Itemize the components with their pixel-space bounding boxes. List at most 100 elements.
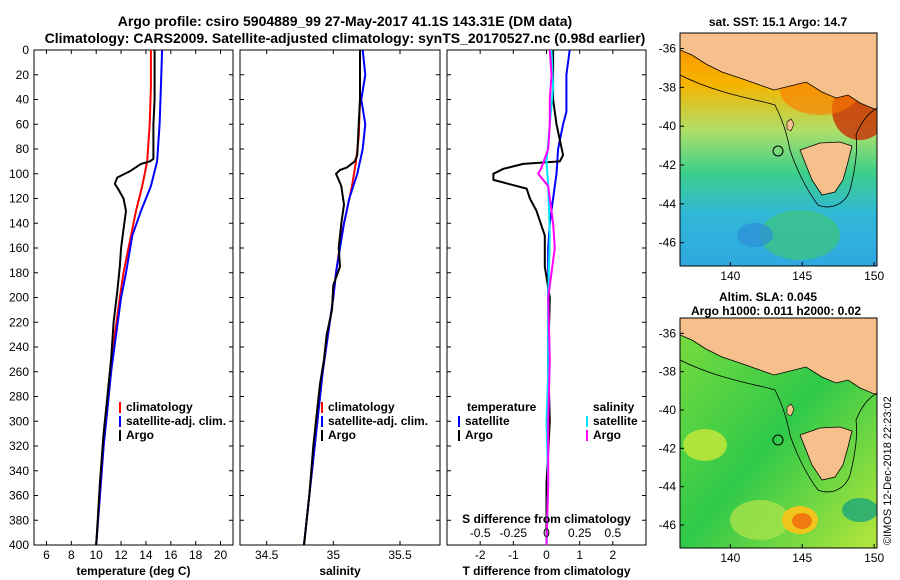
x-tick-label: 16: [164, 548, 178, 562]
depth-tick-label: 280: [9, 390, 29, 404]
x-top-axis-label: S difference from climatology: [462, 512, 631, 526]
series-line-s-argo: [537, 49, 556, 546]
tasmania: [799, 426, 853, 481]
map-y-tick-label: -38: [659, 365, 677, 379]
legend-label: climatology: [126, 400, 193, 414]
depth-tick-label: 300: [9, 414, 29, 428]
depth-tick-label: 360: [9, 489, 29, 503]
map-x-tick-label: 145: [792, 269, 812, 283]
mainland-australia: [680, 33, 877, 111]
series-line-satellite-adj-clim-: [303, 49, 367, 546]
sla-low-patch: [842, 498, 877, 522]
x-tick-label: 0: [543, 548, 550, 562]
mainland-australia: [680, 318, 877, 396]
map-x-tick-label: 140: [720, 551, 740, 565]
profile-panel-2: 34.5 35 35.5 salinity climatologysatellite-a…: [239, 49, 441, 578]
map-x-tick-label: 150: [864, 551, 884, 565]
map-x-tick-label: 150: [864, 269, 884, 283]
map-y-tick-label: -40: [659, 403, 677, 417]
map-y-tick-label: -36: [659, 42, 677, 56]
x-axis-label: temperature (deg C): [76, 564, 190, 578]
x-tick-label: 14: [139, 548, 153, 562]
x-tick-label: 8: [68, 548, 75, 562]
sla-patch: [730, 500, 790, 540]
depth-tick-label: 380: [9, 513, 29, 527]
credit-text: ©IMOS 12-Dec-2018 22:23:02: [882, 396, 894, 545]
x-top-tick-label: 0: [543, 526, 550, 540]
map-y-tick-label: -40: [659, 119, 677, 133]
x-tick-label: 35: [327, 548, 341, 562]
sst-map: [680, 33, 877, 266]
map-y-tick-label: -44: [659, 197, 677, 211]
series-line-argo: [303, 50, 361, 546]
x-tick-label: 20: [214, 548, 228, 562]
x-tick-label: 6: [43, 548, 50, 562]
x-tick-label: 35.5: [388, 548, 412, 562]
x-tick-label: 34.5: [255, 548, 279, 562]
map-bottom-frame: [679, 317, 878, 549]
x-tick-label: 18: [189, 548, 203, 562]
isobath: [680, 74, 877, 208]
series-line-satellite-adj-clim-: [95, 49, 164, 546]
x-tick-label: 10: [90, 548, 104, 562]
depth-tick-label: 180: [9, 266, 29, 280]
depth-tick-label: 240: [9, 340, 29, 354]
depth-tick-label: 80: [16, 142, 30, 156]
x-tick-label: 12: [114, 548, 128, 562]
map-bottom-axes: 140 145 150 -36 -38 -40 -42 -44 -46: [659, 326, 885, 565]
map-y-tick-label: -46: [659, 236, 677, 250]
depth-axis: 0 20 40 60 80 100 120 140 160 180 200 220 240 260 280 3…: [9, 43, 29, 552]
map-bottom-title2: Argo h1000: 0.011 h2000: 0.02: [691, 304, 861, 318]
series-line-s-satellite: [545, 49, 555, 546]
title-line2: Climatology: CARS2009. Satellite-adjuste…: [45, 30, 646, 46]
map-y-tick-label: -44: [659, 480, 677, 494]
sla-patch: [683, 429, 727, 461]
legend-label: satellite-adj. clim.: [328, 414, 428, 428]
sla-map: [680, 318, 877, 548]
argo-float-location: [772, 434, 784, 446]
x-tick-label: 2: [609, 548, 616, 562]
depth-tick-label: 260: [9, 365, 29, 379]
map-y-tick-label: -42: [659, 158, 677, 172]
series-line-argo: [95, 50, 156, 546]
depth-tick-label: 60: [16, 117, 30, 131]
depth-tick-label: 320: [9, 439, 29, 453]
map-y-tick-label: -38: [659, 80, 677, 94]
legend-label: satellite: [465, 414, 510, 428]
depth-tick-label: 0: [22, 43, 29, 57]
isobath: [680, 359, 877, 493]
panel-frame: [33, 49, 234, 546]
x-tick-label: 1: [576, 548, 583, 562]
legend-label: climatology: [328, 400, 395, 414]
king-island: [786, 118, 795, 132]
legend-title: salinity: [593, 400, 635, 414]
map-x-tick-label: 140: [720, 269, 740, 283]
sst-cool-patch: [760, 210, 840, 260]
map-top-title: sat. SST: 15.1 Argo: 14.7: [709, 15, 848, 29]
map-y-tick-label: -42: [659, 441, 677, 455]
map-y-tick-label: -46: [659, 518, 677, 532]
x-top-tick-label: -0.25: [500, 526, 528, 540]
depth-tick-label: 40: [16, 93, 30, 107]
king-island: [786, 403, 795, 417]
depth-tick-label: 220: [9, 315, 29, 329]
legend-label: Argo: [328, 428, 356, 442]
sla-high-patch: [792, 513, 812, 529]
map-x-tick-label: 145: [792, 551, 812, 565]
x-top-tick-label: 0.5: [604, 526, 621, 540]
map-bottom-title1: Altim. SLA: 0.045: [719, 290, 817, 304]
depth-tick-label: 200: [9, 291, 29, 305]
series-line-climatology: [95, 50, 152, 546]
legend-title: temperature: [467, 400, 537, 414]
sst-cool-patch: [737, 223, 773, 247]
legend-label: Argo: [126, 428, 154, 442]
panel-frame: [239, 49, 441, 546]
series-line-t-argo: [492, 50, 565, 545]
depth-tick-label: 100: [9, 167, 29, 181]
title-line1: Argo profile: csiro 5904889_99 27-May-20…: [118, 13, 572, 29]
x-tick-label: -2: [475, 548, 486, 562]
x-axis-label: T difference from climatology: [462, 564, 630, 578]
map-y-tick-label: -36: [659, 326, 677, 340]
